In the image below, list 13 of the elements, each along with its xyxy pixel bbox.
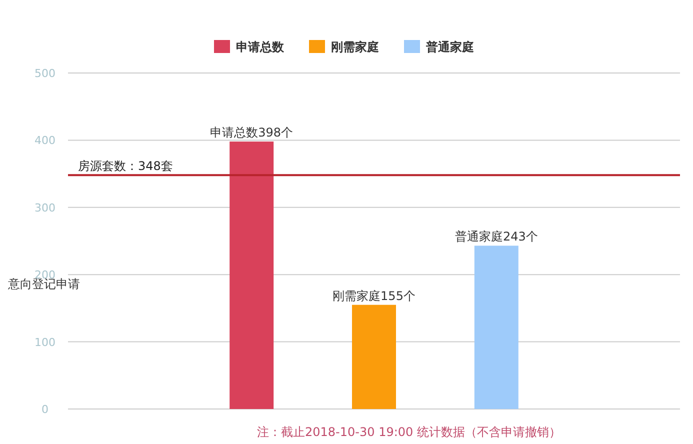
text: 注：截止2018-10-30 19:00 统计数据（不含申请撤销） [257,425,561,439]
legend-label: 刚需家庭 [331,40,379,54]
data-label: 普通家庭243个 [454,230,538,244]
data-label: 刚需家庭155个 [332,288,416,303]
y-tick-label: 400 [34,134,56,148]
data-label: 申请总数398个 [210,126,294,140]
y-tick-label: 300 [34,201,56,214]
y-tick-label: 100 [34,336,56,349]
y-tick-label: 0 [42,403,48,416]
ref-line-label: 房源套数：348套 [78,159,173,174]
legend-label: 申请总数 [236,40,285,54]
legend-label: 普通家庭 [425,40,474,54]
y-tick-label: 500 [34,67,56,80]
